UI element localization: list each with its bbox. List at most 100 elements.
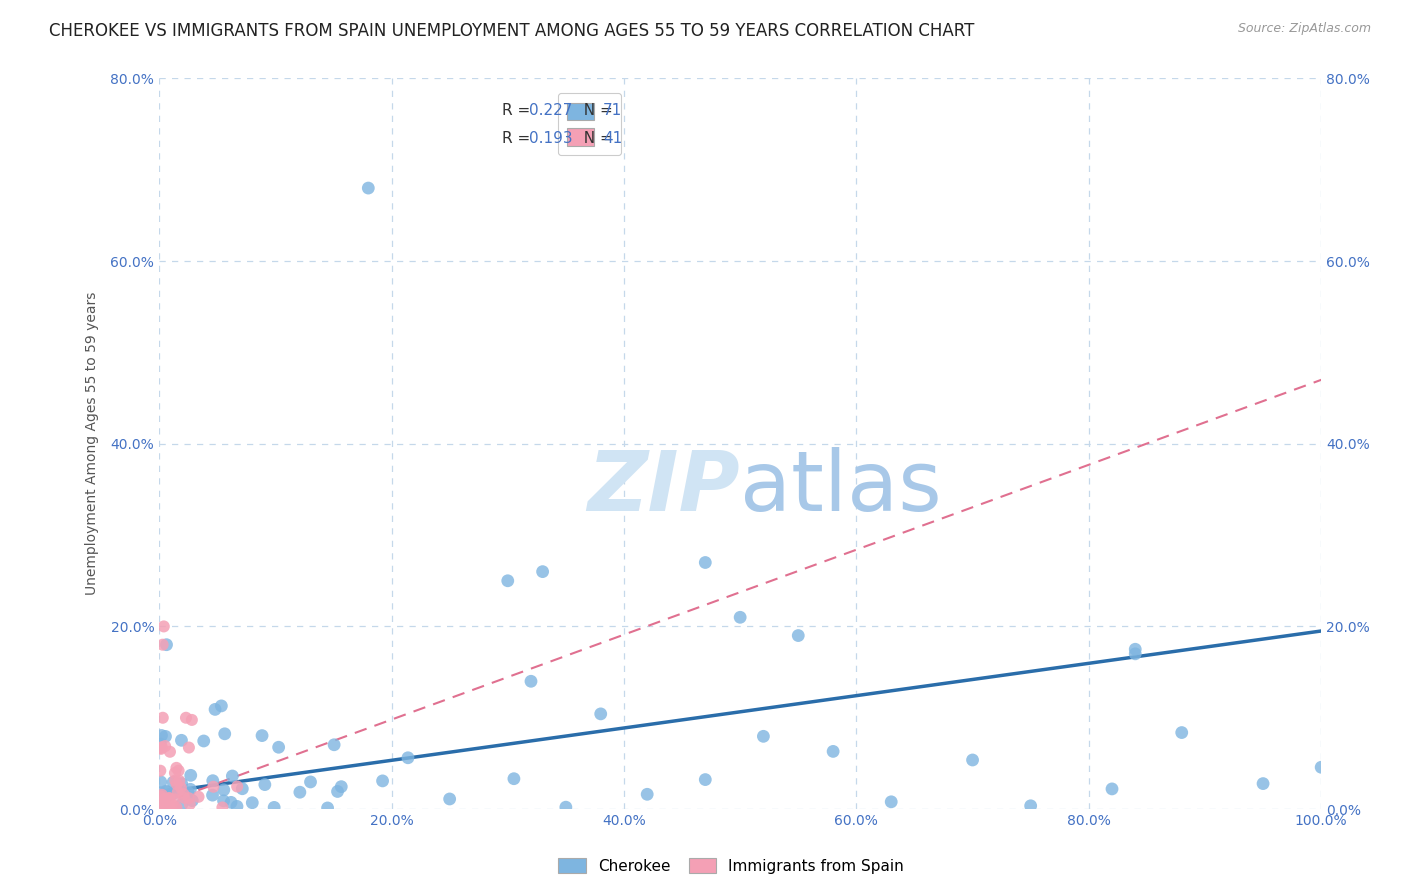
Point: [180, 768, 202, 782]
Point: [177, 791, 200, 805]
Point: [226, 780, 249, 794]
Point: [554, 800, 576, 814]
Text: 71: 71: [603, 103, 623, 118]
Point: [163, 786, 186, 800]
Point: [240, 796, 263, 810]
Text: N =: N =: [574, 103, 617, 118]
Point: [150, 729, 173, 743]
Point: [636, 787, 658, 801]
Text: 0.193: 0.193: [529, 131, 572, 146]
Point: [219, 796, 242, 810]
Point: [179, 782, 201, 797]
Point: [169, 773, 191, 788]
Point: [153, 800, 176, 814]
Point: [231, 781, 253, 796]
Point: [149, 775, 172, 789]
Point: [787, 629, 810, 643]
Text: 41: 41: [603, 131, 623, 146]
Point: [204, 702, 226, 716]
Point: [371, 773, 394, 788]
Point: [155, 798, 177, 813]
Point: [149, 790, 172, 805]
Text: R =: R =: [502, 103, 536, 118]
Point: [166, 777, 188, 791]
Point: [180, 713, 202, 727]
Text: N =: N =: [574, 131, 617, 146]
Point: [170, 733, 193, 747]
Point: [163, 801, 186, 815]
Point: [253, 778, 276, 792]
Point: [167, 764, 190, 778]
Point: [1170, 725, 1192, 739]
Point: [181, 794, 204, 808]
Point: [149, 741, 172, 756]
Point: [152, 796, 174, 810]
Point: [157, 788, 180, 802]
Point: [155, 730, 177, 744]
Point: [149, 786, 172, 800]
Point: [149, 737, 172, 751]
Point: [170, 777, 193, 791]
Point: [520, 674, 543, 689]
Point: [962, 753, 984, 767]
Point: [160, 797, 183, 812]
Point: [152, 619, 174, 633]
Point: [165, 761, 187, 775]
Point: [823, 744, 845, 758]
Point: [752, 729, 775, 743]
Point: [166, 800, 188, 814]
Point: [288, 785, 311, 799]
Point: [1310, 760, 1333, 774]
Point: [316, 801, 339, 815]
Point: [267, 740, 290, 755]
Point: [263, 800, 285, 814]
Text: ZIP: ZIP: [588, 447, 740, 528]
Point: [177, 786, 200, 800]
Point: [153, 739, 176, 753]
Point: [150, 788, 173, 802]
Point: [155, 784, 177, 798]
Point: [159, 745, 181, 759]
Point: [150, 789, 173, 804]
Point: [589, 706, 612, 721]
Point: [150, 740, 173, 755]
Point: [179, 797, 201, 812]
Point: [174, 711, 197, 725]
Legend: Cherokee, Immigrants from Spain: Cherokee, Immigrants from Spain: [553, 852, 910, 880]
Point: [299, 775, 322, 789]
Point: [1123, 642, 1146, 657]
Point: [1123, 647, 1146, 661]
Point: [150, 742, 173, 756]
Point: [1251, 776, 1274, 790]
Point: [177, 740, 200, 755]
Point: [173, 790, 195, 805]
Text: R =: R =: [502, 131, 536, 146]
Point: [166, 780, 188, 794]
Point: [330, 780, 353, 794]
Point: [172, 787, 194, 801]
Point: [152, 638, 174, 652]
Point: [695, 556, 717, 570]
Point: [153, 798, 176, 813]
Point: [1101, 781, 1123, 796]
Point: [695, 772, 717, 787]
Point: [162, 775, 184, 789]
Point: [396, 751, 419, 765]
Point: [165, 773, 187, 788]
Point: [149, 789, 172, 804]
Point: [880, 795, 903, 809]
Legend:  ,  : ,: [558, 94, 620, 154]
Point: [211, 800, 233, 814]
Point: [193, 734, 215, 748]
Point: [153, 794, 176, 808]
Point: [157, 791, 180, 805]
Point: [201, 788, 224, 802]
Point: [496, 574, 519, 588]
Point: [357, 181, 380, 195]
Text: atlas: atlas: [740, 447, 942, 528]
Point: [212, 794, 235, 808]
Point: [201, 773, 224, 788]
Point: [250, 729, 273, 743]
Text: Source: ZipAtlas.com: Source: ZipAtlas.com: [1237, 22, 1371, 36]
Text: CHEROKEE VS IMMIGRANTS FROM SPAIN UNEMPLOYMENT AMONG AGES 55 TO 59 YEARS CORRELA: CHEROKEE VS IMMIGRANTS FROM SPAIN UNEMPL…: [49, 22, 974, 40]
